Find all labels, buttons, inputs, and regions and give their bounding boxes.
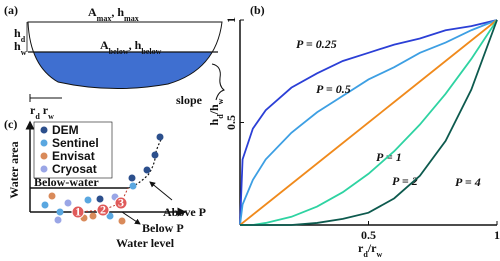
y-axis-label-part: h	[207, 118, 221, 125]
obs-dot	[96, 195, 104, 203]
y-axis-label-part: /h	[207, 104, 221, 115]
legend-label: Sentinel	[52, 136, 99, 150]
y-axis-label-part: w	[216, 98, 225, 104]
obs-dot	[54, 216, 62, 224]
curve-label: P = 4	[455, 175, 481, 189]
obs-dot	[143, 166, 151, 174]
x-tick-label: 1	[494, 228, 500, 242]
y-axis-label: hd/hw	[207, 98, 225, 125]
legend-dot	[40, 126, 48, 134]
radius-label-part: r	[30, 103, 36, 117]
below-label: Below P	[142, 221, 184, 235]
step-number: 1	[75, 205, 81, 219]
legend-dot	[40, 152, 48, 160]
top-label-part: max	[124, 14, 139, 23]
below-label-part: below	[109, 47, 129, 56]
obs-dot	[129, 182, 137, 190]
y-axis-label-part: d	[216, 114, 225, 119]
top-label: Amax, hmax	[88, 5, 139, 23]
y-tick-label: 1	[224, 17, 238, 23]
step-circle	[71, 205, 85, 219]
obs-dot	[89, 212, 97, 220]
hd-label-part: d	[21, 35, 26, 44]
top-label-part: , h	[111, 5, 124, 19]
x-axis-label-part: /r	[367, 241, 377, 255]
obs-dot	[106, 212, 114, 220]
radius-label-part: w	[48, 112, 54, 121]
above-label: Above P	[163, 205, 206, 219]
below-arrow	[121, 211, 141, 225]
basin-outline	[27, 21, 223, 90]
curve	[239, 19, 498, 226]
x-axis-label-part: d	[363, 250, 368, 259]
panel-label: (c)	[4, 117, 17, 131]
radius-label-part: r	[40, 103, 49, 117]
below-path	[77, 187, 129, 213]
step-number: 2	[100, 203, 106, 217]
step-number: 3	[118, 196, 124, 210]
obs-dot	[41, 201, 49, 209]
legend-label: DEM	[52, 123, 79, 137]
radius-label-part: d	[35, 112, 40, 121]
legend-label: Envisat	[52, 149, 95, 163]
obs-dot	[151, 151, 159, 159]
panel-label: (b)	[250, 3, 265, 17]
c-x-label: Water level	[116, 236, 175, 250]
step-circle	[96, 203, 110, 217]
legend-dot	[40, 165, 48, 173]
radius-label: rd rw	[30, 103, 54, 121]
x-axis-label-part: r	[358, 241, 364, 255]
c-y-label: Water area	[7, 141, 21, 198]
hw-label-part: h	[14, 39, 21, 53]
obs-dot	[156, 133, 164, 141]
obs-dot	[128, 174, 136, 182]
hw-label-part: w	[21, 48, 27, 57]
below-label-part: , h	[129, 38, 142, 52]
water-body	[33, 52, 213, 89]
hw-label: hw	[14, 39, 27, 57]
curve	[239, 19, 498, 226]
legend-dot	[40, 139, 48, 147]
top-label-part: A	[88, 5, 97, 19]
obs-dot	[64, 199, 72, 207]
obs-dot	[56, 208, 64, 216]
x-axis-label: rd/rw	[358, 241, 382, 259]
hd-label-part: h	[14, 26, 21, 40]
obs-dot	[84, 196, 92, 204]
top-label-part: max	[97, 14, 112, 23]
curve	[239, 19, 498, 226]
step-circle	[114, 196, 128, 210]
panel-label: (a)	[4, 3, 18, 17]
below-label-part: A	[100, 38, 109, 52]
slope-label: slope	[176, 93, 203, 107]
x-tick-label: 0.5	[361, 228, 376, 242]
below-water-label: Below-water	[34, 175, 99, 189]
slope-brace	[211, 63, 226, 101]
y-tick-label: 0.5	[224, 115, 238, 130]
above-curve	[127, 137, 163, 189]
below-label-part: below	[141, 47, 161, 56]
below-label: Abelow, hbelow	[100, 38, 162, 56]
curve	[240, 19, 498, 226]
x-axis-label-part: w	[376, 250, 382, 259]
obs-dot	[118, 217, 126, 225]
legend-label: Cryosat	[52, 162, 97, 176]
above-arrow	[149, 181, 173, 201]
obs-dot	[48, 192, 56, 200]
curve-label: P = 0.25	[296, 37, 337, 51]
curve-label: P = 0.5	[316, 82, 351, 96]
hd-label: hd	[14, 26, 26, 44]
